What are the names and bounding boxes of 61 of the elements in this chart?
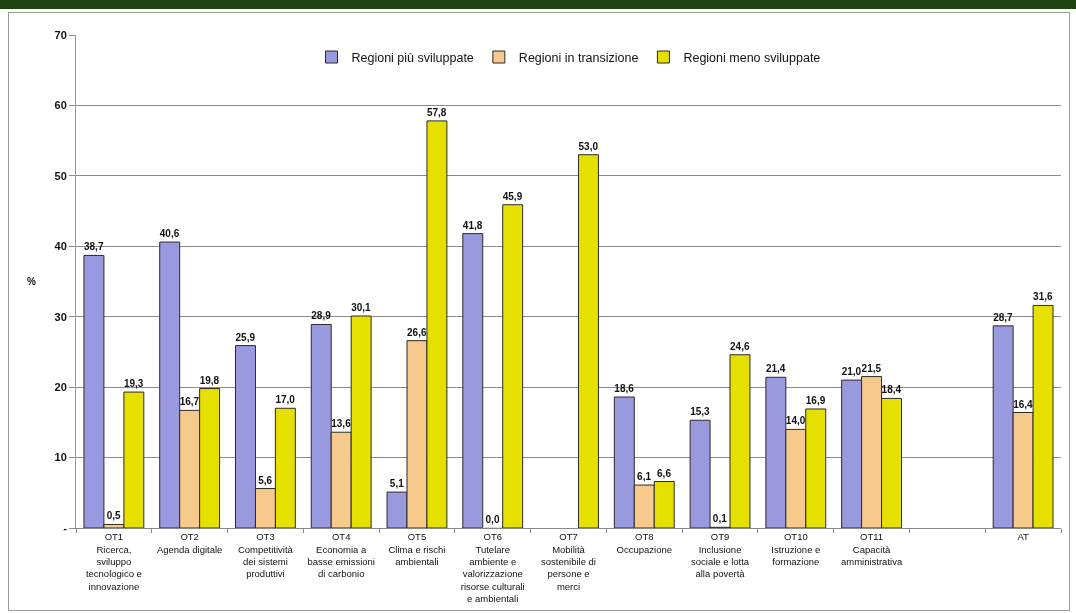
- x-tick-label: OT4 Economia a basse emissioni di carbonio: [307, 531, 375, 580]
- x-tick-label: OT11 Capacità amministrativa: [840, 531, 903, 568]
- x-tick-label: OT3 Competitività dei sistemi produttivi: [237, 531, 294, 580]
- data-label: 5,1: [389, 478, 405, 490]
- data-label: 19,3: [123, 378, 144, 390]
- data-label: 15,3: [690, 406, 711, 418]
- x-tick-label: OT6 Tutelare ambiente e valorizzazione risorse culturali e ambientali: [460, 531, 525, 605]
- data-label: 28,9: [311, 310, 332, 322]
- data-label: 38,7: [83, 241, 104, 253]
- x-tick-label: OT10 Istruzione e formazione: [771, 531, 821, 568]
- data-label: 16,7: [179, 396, 200, 408]
- data-label: 21,0: [841, 366, 862, 378]
- bar: [462, 233, 484, 528]
- data-label: 18,6: [614, 383, 635, 394]
- data-label: 24,6: [730, 340, 750, 352]
- data-label: 17,0: [275, 394, 296, 406]
- x-tick-label: OT9 Inclusione sociale e lotta alla povertà: [690, 531, 750, 580]
- data-label: 0,5: [106, 510, 122, 522]
- x-tick-label: OT7 Mobilità sostenibile di persone e merci: [541, 531, 596, 592]
- x-tick-label: OT2 Agenda digitale: [156, 531, 223, 555]
- data-label: 6,1: [637, 471, 652, 483]
- data-label: 40,6: [159, 228, 180, 240]
- data-label: 45,9: [502, 190, 523, 202]
- legend-label: Regioni meno sviluppate: [683, 50, 821, 65]
- data-label: 14,0: [785, 415, 806, 427]
- data-label: 13,6: [331, 418, 352, 430]
- x-tick-label: OT5 Clima e rischi ambientali: [388, 531, 446, 568]
- data-label: 5,6: [258, 474, 273, 486]
- data-label: 28,7: [993, 311, 1014, 323]
- x-tick-label: OT1 Ricerca, sviluppo tecnologico e innovazione: [85, 531, 142, 592]
- data-label: 21,5: [861, 362, 882, 374]
- data-label: 18,4: [881, 384, 902, 396]
- bar: [577, 154, 599, 528]
- data-label: 25,9: [235, 331, 256, 343]
- data-label: 6,6: [657, 467, 672, 479]
- y-tick-label: 70: [54, 28, 67, 41]
- data-label: 30,1: [351, 302, 372, 314]
- y-tick-label: 50: [54, 169, 67, 182]
- data-label: 57,8: [426, 106, 447, 118]
- legend-label: Regioni in transizione: [518, 50, 639, 65]
- data-label: 0,0: [485, 514, 500, 525]
- y-tick-label: -: [63, 521, 68, 534]
- y-tick-label: 20: [54, 380, 67, 393]
- y-axis-title: %: [27, 276, 36, 287]
- y-tick-label: 10: [54, 451, 67, 464]
- data-label: 31,6: [1033, 291, 1054, 303]
- data-label: 26,6: [407, 326, 427, 338]
- data-label: 21,4: [765, 363, 786, 375]
- x-tick-label: OT8 Occupazione: [616, 531, 672, 555]
- y-tick-label: 30: [54, 310, 67, 323]
- data-label: 53,0: [578, 140, 599, 152]
- data-label: 0,1: [712, 513, 728, 525]
- data-label: 16,9: [805, 394, 826, 406]
- data-label: 19,8: [199, 374, 220, 386]
- y-tick-label: 40: [54, 240, 67, 253]
- data-label: 41,8: [462, 219, 483, 231]
- y-tick-label: 60: [54, 99, 67, 112]
- data-label: 16,4: [1013, 398, 1034, 410]
- bar: [502, 204, 524, 528]
- x-tick-label: AT: [1017, 531, 1030, 543]
- legend-label: Regioni più sviluppate: [351, 50, 474, 65]
